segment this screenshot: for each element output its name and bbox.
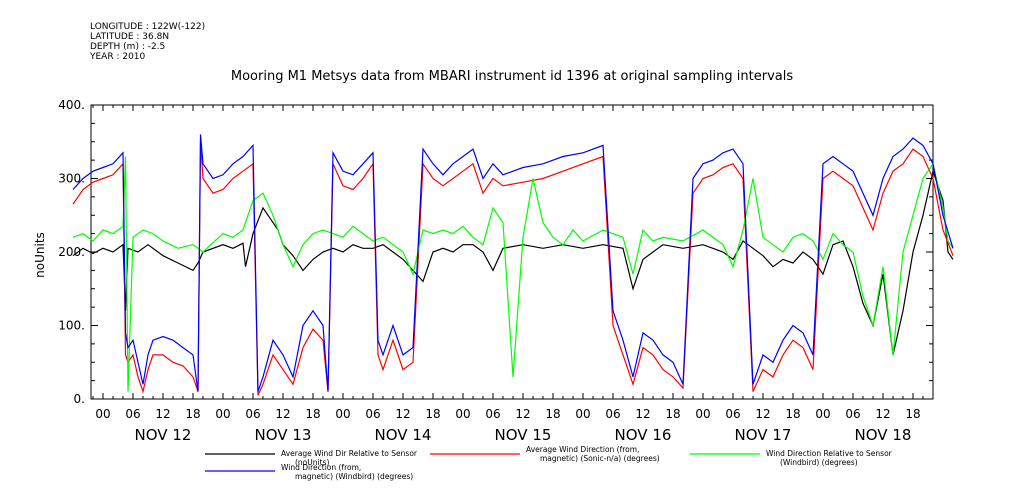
x-tick-label: 00 bbox=[575, 407, 590, 421]
y-tick-label: 400. bbox=[58, 98, 85, 112]
series-line-3 bbox=[72, 156, 954, 392]
x-tick-label: 06 bbox=[485, 407, 500, 421]
legend-label-3: Wind Direction Relative to Sensor (Windbi… bbox=[766, 449, 893, 467]
y-axis-label: noUnits bbox=[33, 232, 47, 278]
x-tick-label: 06 bbox=[125, 407, 140, 421]
x-tick-label: 12 bbox=[755, 407, 770, 421]
x-tick-label: 12 bbox=[275, 407, 290, 421]
axis-ticks bbox=[91, 104, 934, 400]
legend-label-line: (noUnits) bbox=[295, 458, 329, 467]
series-line-4 bbox=[72, 134, 954, 392]
x-tick-label: 18 bbox=[905, 407, 920, 421]
legend-label-4: Wind Direction (from, magnetic) (Windbird… bbox=[281, 463, 413, 481]
legend-label-line: Wind Direction (from, bbox=[281, 463, 361, 472]
legend-label-line: Average Wind Direction (from, bbox=[526, 445, 639, 454]
day-label: NOV 17 bbox=[735, 426, 792, 444]
day-label: NOV 15 bbox=[495, 426, 552, 444]
legend-label-line: magnetic) (Sonic-n/a) (degrees) bbox=[540, 454, 660, 463]
day-label: NOV 18 bbox=[855, 426, 912, 444]
depth-text: DEPTH (m) : -2.5 bbox=[90, 42, 166, 52]
x-tick-label: 00 bbox=[95, 407, 110, 421]
x-tick-label: 18 bbox=[305, 407, 320, 421]
x-tick-label: 06 bbox=[845, 407, 860, 421]
x-tick-label: 12 bbox=[155, 407, 170, 421]
x-tick-label: 12 bbox=[395, 407, 410, 421]
legend-label-line: Wind Direction Relative to Sensor bbox=[766, 449, 893, 458]
x-tick-label: 18 bbox=[665, 407, 680, 421]
legend-label-2: Average Wind Direction (from, magnetic) (… bbox=[526, 445, 660, 463]
x-tick-label: 18 bbox=[785, 407, 800, 421]
day-label: NOV 16 bbox=[615, 426, 672, 444]
x-tick-label: 00 bbox=[455, 407, 470, 421]
x-tick-label: 18 bbox=[545, 407, 560, 421]
x-tick-label: 00 bbox=[815, 407, 830, 421]
x-tick-label: 06 bbox=[365, 407, 380, 421]
day-label: NOV 13 bbox=[255, 426, 312, 444]
x-tick-label: 18 bbox=[425, 407, 440, 421]
x-tick-label: 06 bbox=[245, 407, 260, 421]
x-tick-label: 12 bbox=[515, 407, 530, 421]
legend-label-line: magnetic) (Windbird) (degrees) bbox=[295, 472, 413, 481]
y-tick-label: 200. bbox=[58, 245, 85, 259]
x-tick-label: 12 bbox=[635, 407, 650, 421]
day-label: NOV 12 bbox=[135, 426, 192, 444]
series-group bbox=[72, 134, 954, 396]
x-tick-label: 00 bbox=[215, 407, 230, 421]
x-tick-label: 00 bbox=[335, 407, 350, 421]
x-tick-label: 06 bbox=[605, 407, 620, 421]
x-tick-label: 12 bbox=[875, 407, 890, 421]
x-tick-label: 00 bbox=[695, 407, 710, 421]
latitude-text: LATITUDE : 36.8N bbox=[90, 32, 170, 42]
axis-labels: 0. 100. 200. 300. 400. 00 06 12 18 00 06 12 18 00 06 12… bbox=[58, 98, 920, 444]
legend-label-line: (Windbird) (degrees) bbox=[780, 458, 858, 467]
legend-label-line: Average Wind Dir Relative to Sensor bbox=[281, 449, 418, 458]
year-text: YEAR : 2010 bbox=[90, 52, 146, 62]
series-line-2 bbox=[72, 141, 954, 396]
x-tick-label: 06 bbox=[725, 407, 740, 421]
x-tick-label: 18 bbox=[185, 407, 200, 421]
day-label: NOV 14 bbox=[375, 426, 432, 444]
legend: Average Wind Dir Relative to Sensor (noUn… bbox=[205, 445, 893, 481]
chart-title: Mooring M1 Metsys data from MBARI instru… bbox=[231, 69, 793, 84]
series-line-1 bbox=[72, 169, 954, 356]
metadata-block: LONGITUDE : 122W(-122) LATITUDE : 36.8N … bbox=[90, 22, 205, 62]
y-tick-label: 100. bbox=[58, 319, 85, 333]
legend-label-1: Average Wind Dir Relative to Sensor (noUn… bbox=[281, 449, 418, 467]
y-tick-label: 300. bbox=[58, 172, 85, 186]
longitude-text: LONGITUDE : 122W(-122) bbox=[90, 22, 206, 32]
x-minor-ticks bbox=[92, 105, 934, 399]
y-tick-label: 0. bbox=[74, 392, 85, 406]
